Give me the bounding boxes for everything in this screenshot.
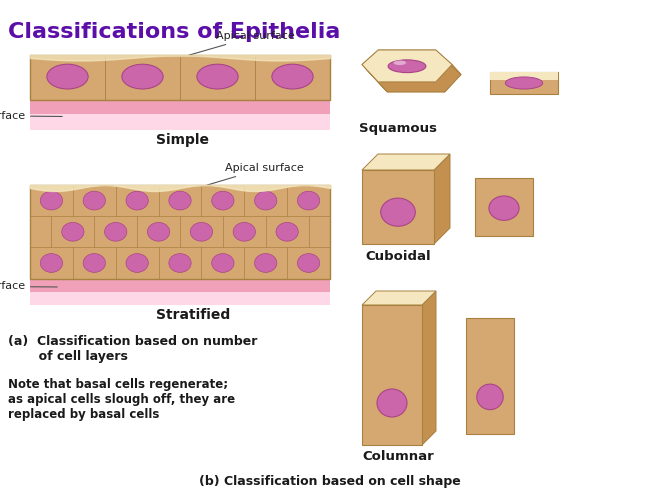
Ellipse shape <box>122 64 163 89</box>
Polygon shape <box>490 72 558 94</box>
Polygon shape <box>422 291 436 445</box>
Polygon shape <box>30 279 330 292</box>
Ellipse shape <box>62 222 84 241</box>
Text: Stratified: Stratified <box>156 308 230 322</box>
Polygon shape <box>362 50 452 82</box>
Text: Squamous: Squamous <box>359 122 437 135</box>
Ellipse shape <box>388 60 426 73</box>
Ellipse shape <box>104 222 127 241</box>
Polygon shape <box>434 154 450 244</box>
Polygon shape <box>371 60 461 92</box>
Polygon shape <box>30 55 330 100</box>
Polygon shape <box>362 65 387 92</box>
Polygon shape <box>30 100 330 130</box>
Polygon shape <box>436 65 461 92</box>
Text: Apical surface: Apical surface <box>189 31 295 55</box>
Polygon shape <box>490 72 558 80</box>
Polygon shape <box>30 100 330 113</box>
Ellipse shape <box>126 191 148 210</box>
Text: Basal surface: Basal surface <box>0 281 57 291</box>
Ellipse shape <box>477 384 503 410</box>
Ellipse shape <box>126 254 148 272</box>
Ellipse shape <box>47 64 88 89</box>
Ellipse shape <box>83 191 106 210</box>
Polygon shape <box>466 318 514 434</box>
Text: Columnar: Columnar <box>362 450 434 463</box>
Polygon shape <box>362 50 387 75</box>
Ellipse shape <box>297 254 320 272</box>
Polygon shape <box>30 185 330 279</box>
Ellipse shape <box>233 222 255 241</box>
Polygon shape <box>378 82 445 92</box>
Polygon shape <box>362 170 434 244</box>
Text: Classifications of Epithelia: Classifications of Epithelia <box>8 22 340 42</box>
Ellipse shape <box>211 254 234 272</box>
Text: Basal surface: Basal surface <box>0 111 63 121</box>
Polygon shape <box>30 279 330 305</box>
Text: (a)  Classification based on number
       of cell layers: (a) Classification based on number of ce… <box>8 335 257 363</box>
Ellipse shape <box>190 222 213 241</box>
Ellipse shape <box>377 389 407 417</box>
Ellipse shape <box>41 254 63 272</box>
Ellipse shape <box>197 64 238 89</box>
Polygon shape <box>362 154 450 170</box>
Text: Cuboidal: Cuboidal <box>365 250 431 263</box>
Ellipse shape <box>489 196 519 220</box>
Polygon shape <box>475 178 533 236</box>
Ellipse shape <box>272 64 313 89</box>
Ellipse shape <box>41 191 63 210</box>
Polygon shape <box>362 305 422 445</box>
Polygon shape <box>378 50 445 60</box>
Ellipse shape <box>83 254 106 272</box>
Ellipse shape <box>211 191 234 210</box>
Text: Apical surface: Apical surface <box>207 163 304 185</box>
Ellipse shape <box>381 198 415 226</box>
Text: (b) Classification based on cell shape: (b) Classification based on cell shape <box>199 475 461 488</box>
Ellipse shape <box>169 191 191 210</box>
Ellipse shape <box>297 191 320 210</box>
Ellipse shape <box>148 222 170 241</box>
Polygon shape <box>436 50 461 75</box>
Polygon shape <box>362 291 436 305</box>
Ellipse shape <box>255 191 277 210</box>
Text: Note that basal cells regenerate;
as apical cells slough off, they are
replaced : Note that basal cells regenerate; as api… <box>8 378 235 421</box>
Ellipse shape <box>169 254 191 272</box>
Ellipse shape <box>505 77 543 89</box>
Ellipse shape <box>394 60 406 65</box>
Ellipse shape <box>276 222 299 241</box>
Text: Simple: Simple <box>156 133 209 147</box>
Ellipse shape <box>255 254 277 272</box>
